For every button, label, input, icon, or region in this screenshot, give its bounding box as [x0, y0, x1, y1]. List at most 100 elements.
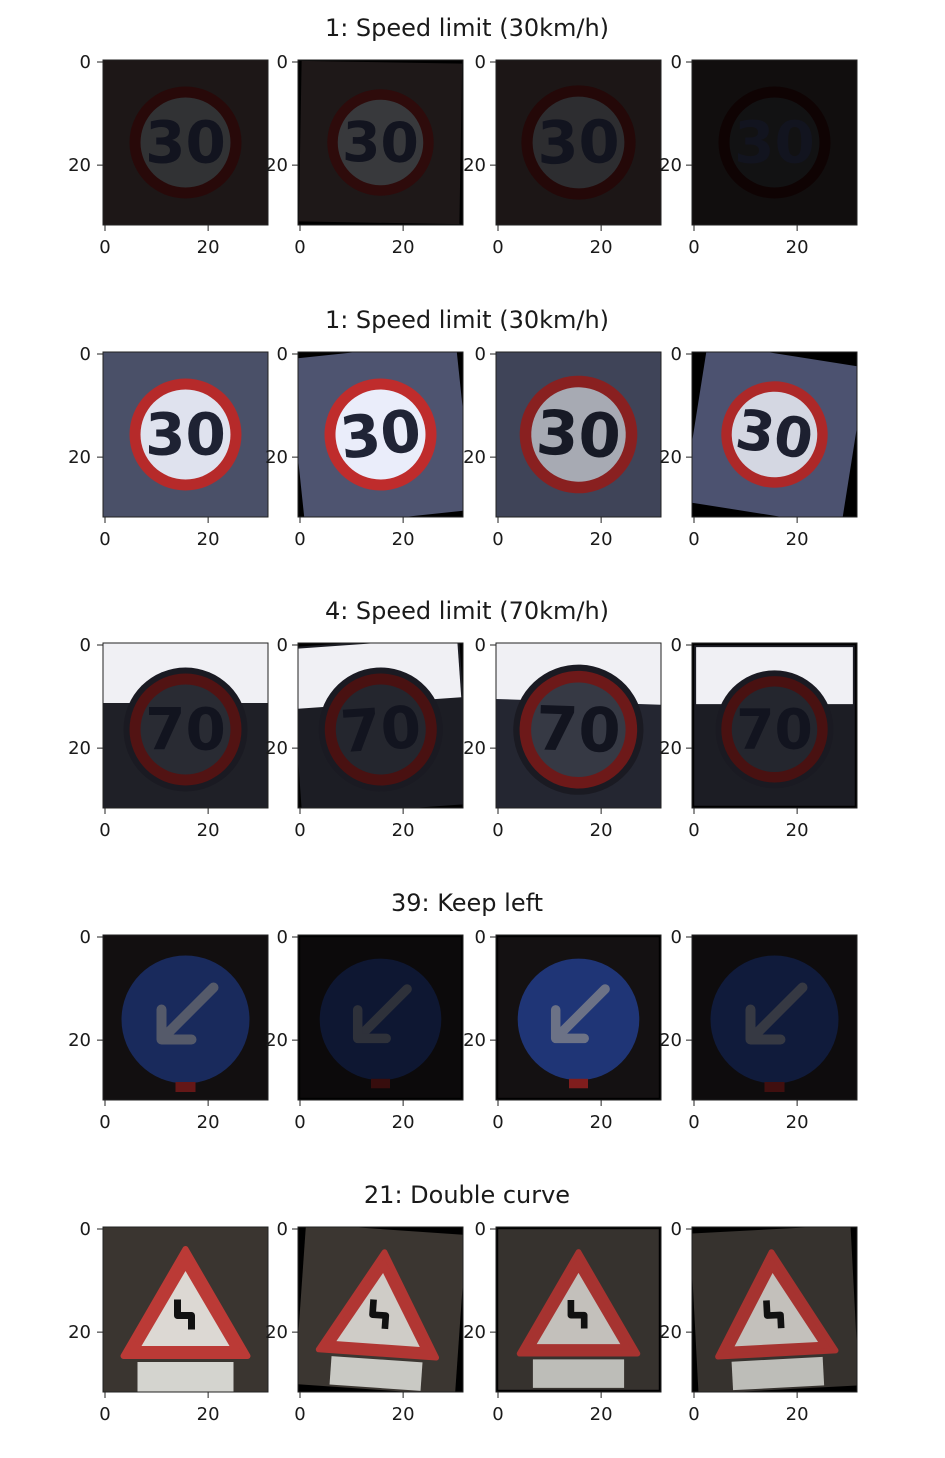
x-tick-label: 20 [786, 820, 809, 841]
x-tick-label: 0 [99, 529, 110, 550]
y-tick-label: 0 [671, 344, 682, 365]
sign-image-4-0 [101, 1225, 270, 1394]
x-tick-label: 0 [294, 820, 305, 841]
sign-image-4-3 [690, 1225, 859, 1394]
x-tick-label: 0 [294, 529, 305, 550]
sign-image-0-0: 30 [101, 58, 270, 227]
row-title-1: 1: Speed limit (30km/h) [325, 306, 609, 334]
y-tick-label: 20 [659, 447, 682, 468]
sign-number-1-2: 30 [534, 397, 622, 472]
x-tick-label: 0 [492, 820, 503, 841]
sign-image-3-1 [298, 935, 463, 1100]
x-tick-label: 0 [492, 1112, 503, 1133]
y-tick-label: 0 [671, 635, 682, 656]
y-tick-label: 20 [68, 447, 91, 468]
y-tick-label: 0 [80, 344, 91, 365]
x-tick-label: 0 [492, 1404, 503, 1425]
sign-image-1-1: 30 [288, 342, 474, 528]
y-tick-label: 0 [80, 1219, 91, 1240]
y-tick-label: 0 [475, 52, 486, 73]
y-tick-label: 20 [265, 1322, 288, 1343]
x-tick-label: 20 [197, 1112, 220, 1133]
y-tick-label: 0 [671, 1219, 682, 1240]
x-tick-label: 20 [392, 237, 415, 258]
x-tick-label: 20 [197, 529, 220, 550]
x-tick-label: 20 [786, 1404, 809, 1425]
x-tick-label: 20 [392, 820, 415, 841]
row-title-2: 4: Speed limit (70km/h) [325, 597, 609, 625]
x-tick-label: 20 [590, 1404, 613, 1425]
sign-image-0-2: 30 [491, 55, 666, 230]
x-tick-label: 20 [392, 529, 415, 550]
sign-image-1-2: 30 [485, 341, 671, 527]
row-title-4: 21: Double curve [364, 1181, 570, 1209]
y-tick-label: 0 [80, 52, 91, 73]
sign-number-0-2: 30 [537, 107, 621, 177]
y-tick-label: 20 [68, 738, 91, 759]
sign-image-2-1: 70 [290, 635, 470, 815]
row-title-3: 39: Keep left [391, 889, 543, 917]
x-tick-label: 0 [688, 237, 699, 258]
sign-number-0-3: 30 [734, 109, 815, 177]
y-tick-label: 0 [475, 344, 486, 365]
sign-image-3-3 [690, 933, 859, 1102]
y-tick-label: 20 [463, 155, 486, 176]
x-tick-label: 20 [786, 1112, 809, 1133]
sign-number-1-1: 30 [337, 396, 424, 472]
x-tick-label: 20 [786, 529, 809, 550]
sign-number-1-0: 30 [145, 401, 226, 469]
y-tick-label: 0 [277, 927, 288, 948]
y-tick-label: 0 [475, 1219, 486, 1240]
sign-image-2-0: 70 [101, 641, 270, 810]
sign-number-2-1: 70 [338, 693, 423, 766]
x-tick-label: 0 [492, 237, 503, 258]
sign-image-0-1: 30 [298, 60, 463, 225]
sign-image-1-0: 30 [101, 350, 270, 519]
x-tick-label: 0 [99, 237, 110, 258]
y-tick-label: 20 [265, 1030, 288, 1051]
y-tick-label: 0 [671, 52, 682, 73]
x-tick-label: 0 [294, 1404, 305, 1425]
x-tick-label: 0 [688, 820, 699, 841]
x-tick-label: 0 [492, 529, 503, 550]
y-tick-label: 20 [265, 447, 288, 468]
sign-number-2-0: 70 [145, 696, 226, 764]
sign-image-4-2 [496, 1227, 661, 1392]
sign-image-3-0 [101, 933, 270, 1102]
x-tick-label: 20 [590, 529, 613, 550]
x-tick-label: 0 [99, 820, 110, 841]
x-tick-label: 0 [688, 529, 699, 550]
x-tick-label: 20 [590, 237, 613, 258]
y-tick-label: 0 [475, 635, 486, 656]
sign-image-2-2: 70 [487, 634, 671, 818]
y-tick-label: 20 [68, 1322, 91, 1343]
y-tick-label: 0 [475, 927, 486, 948]
sign-number-2-3: 70 [736, 697, 813, 761]
x-tick-label: 0 [688, 1404, 699, 1425]
y-tick-label: 20 [265, 155, 288, 176]
x-tick-label: 0 [688, 1112, 699, 1133]
x-tick-label: 0 [99, 1112, 110, 1133]
sign-number-0-1: 30 [342, 110, 420, 175]
sign-number-2-2: 70 [535, 693, 622, 767]
x-tick-label: 20 [197, 1404, 220, 1425]
sign-image-3-2 [496, 935, 661, 1100]
sign-image-0-3: 30 [690, 58, 859, 227]
sign-image-4-1 [295, 1224, 466, 1395]
x-tick-label: 20 [590, 1112, 613, 1133]
y-tick-label: 0 [80, 635, 91, 656]
y-tick-label: 0 [277, 344, 288, 365]
y-tick-label: 20 [463, 447, 486, 468]
x-tick-label: 20 [786, 237, 809, 258]
sign-number-0-0: 30 [145, 109, 226, 177]
x-tick-label: 20 [590, 820, 613, 841]
y-tick-label: 20 [659, 738, 682, 759]
y-tick-label: 20 [659, 155, 682, 176]
x-tick-label: 20 [392, 1112, 415, 1133]
y-tick-label: 0 [277, 635, 288, 656]
y-tick-label: 20 [68, 1030, 91, 1051]
x-tick-label: 0 [99, 1404, 110, 1425]
y-tick-label: 20 [463, 1030, 486, 1051]
y-tick-label: 20 [463, 1322, 486, 1343]
